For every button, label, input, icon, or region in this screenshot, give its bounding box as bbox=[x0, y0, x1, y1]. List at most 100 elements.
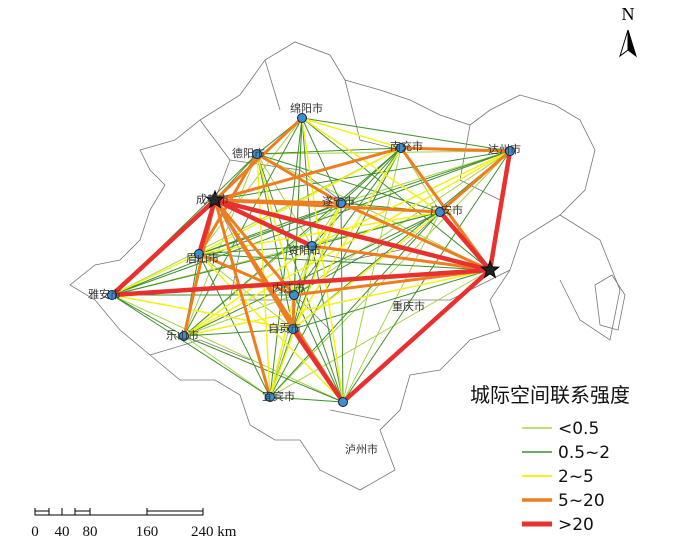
link bbox=[342, 211, 441, 403]
link bbox=[214, 198, 441, 214]
link bbox=[183, 150, 511, 337]
link bbox=[292, 147, 402, 330]
city-node bbox=[252, 149, 262, 159]
link bbox=[269, 396, 344, 403]
link bbox=[269, 294, 295, 398]
city-star bbox=[480, 259, 500, 279]
boundaries bbox=[69, 41, 626, 491]
city-label: 德阳市 bbox=[232, 146, 265, 160]
link bbox=[198, 253, 344, 403]
link bbox=[183, 269, 491, 337]
north-label: N bbox=[622, 4, 635, 24]
link bbox=[214, 146, 402, 202]
city-label: 南充市 bbox=[390, 139, 423, 153]
link bbox=[311, 202, 342, 247]
link bbox=[256, 152, 342, 205]
city-node bbox=[336, 198, 346, 208]
link bbox=[111, 245, 313, 296]
link bbox=[213, 116, 304, 202]
link bbox=[439, 149, 511, 214]
link bbox=[269, 211, 441, 398]
link bbox=[256, 153, 441, 213]
link bbox=[256, 147, 402, 155]
scale-label: 40 bbox=[55, 524, 70, 540]
link bbox=[110, 198, 217, 297]
legend: <0.5 0.5~2 2~5 5~20 >20 bbox=[522, 419, 610, 535]
city-label: 雅安市 bbox=[88, 287, 121, 301]
link bbox=[340, 201, 491, 272]
north-arrow-right bbox=[627, 29, 637, 58]
link bbox=[111, 253, 200, 296]
city-node bbox=[288, 324, 298, 334]
city-node bbox=[435, 207, 445, 217]
link bbox=[198, 117, 303, 255]
city-label: 遂宁市 bbox=[322, 194, 355, 208]
link bbox=[183, 328, 294, 337]
city-star bbox=[205, 189, 225, 209]
link bbox=[311, 245, 344, 403]
region-outline bbox=[69, 41, 596, 491]
legend-label: 2~5 bbox=[558, 467, 594, 487]
city-label: 达州市 bbox=[488, 142, 521, 156]
legend-label: 5~20 bbox=[558, 491, 605, 511]
scale-label: 160 bbox=[136, 524, 159, 540]
link bbox=[198, 252, 295, 297]
link bbox=[183, 117, 303, 337]
city-label: 宜宾市 bbox=[262, 389, 295, 403]
link bbox=[291, 327, 345, 404]
link bbox=[291, 294, 296, 330]
city-label: 重庆市 bbox=[392, 299, 425, 313]
city-node bbox=[179, 331, 189, 341]
link bbox=[438, 210, 492, 272]
city-node bbox=[338, 397, 348, 407]
scale-label: 0 bbox=[31, 524, 39, 540]
link bbox=[301, 117, 344, 403]
city-node bbox=[289, 290, 299, 300]
link bbox=[196, 199, 218, 255]
link bbox=[256, 153, 313, 247]
link bbox=[311, 150, 511, 247]
link bbox=[213, 199, 296, 296]
city-label: 内江市 bbox=[272, 281, 305, 295]
link bbox=[269, 117, 303, 398]
link bbox=[340, 150, 511, 204]
link bbox=[301, 117, 511, 152]
link bbox=[293, 245, 313, 296]
link bbox=[311, 244, 491, 272]
lake bbox=[594, 274, 626, 331]
link bbox=[183, 147, 402, 337]
links bbox=[110, 116, 513, 404]
scale-bar-shape bbox=[34, 508, 204, 516]
link bbox=[214, 150, 511, 201]
link bbox=[198, 150, 511, 255]
link bbox=[214, 197, 313, 249]
legend-label: >20 bbox=[558, 515, 594, 535]
city-node bbox=[505, 146, 515, 156]
city-node bbox=[297, 113, 307, 123]
link bbox=[111, 294, 344, 403]
link bbox=[487, 150, 513, 271]
link bbox=[292, 211, 441, 330]
link bbox=[256, 153, 344, 403]
scale-label: 240 km bbox=[191, 524, 237, 540]
north-arrow-left bbox=[619, 29, 629, 58]
city-label: 自贡市 bbox=[268, 321, 301, 335]
link bbox=[400, 146, 511, 153]
link bbox=[111, 294, 294, 330]
link bbox=[311, 211, 441, 247]
link bbox=[293, 202, 342, 296]
link bbox=[198, 253, 491, 271]
link bbox=[214, 197, 491, 273]
city-label: 乐山市 bbox=[166, 328, 199, 342]
link bbox=[293, 150, 511, 296]
link bbox=[301, 117, 491, 271]
link bbox=[341, 268, 492, 404]
scale-label: 80 bbox=[83, 524, 98, 540]
city-label: 广安市 bbox=[430, 203, 463, 217]
legend-title: 城际空间联系强度 bbox=[470, 383, 630, 407]
city-label: 眉山市 bbox=[186, 251, 219, 265]
link bbox=[269, 269, 491, 398]
link bbox=[256, 153, 295, 296]
